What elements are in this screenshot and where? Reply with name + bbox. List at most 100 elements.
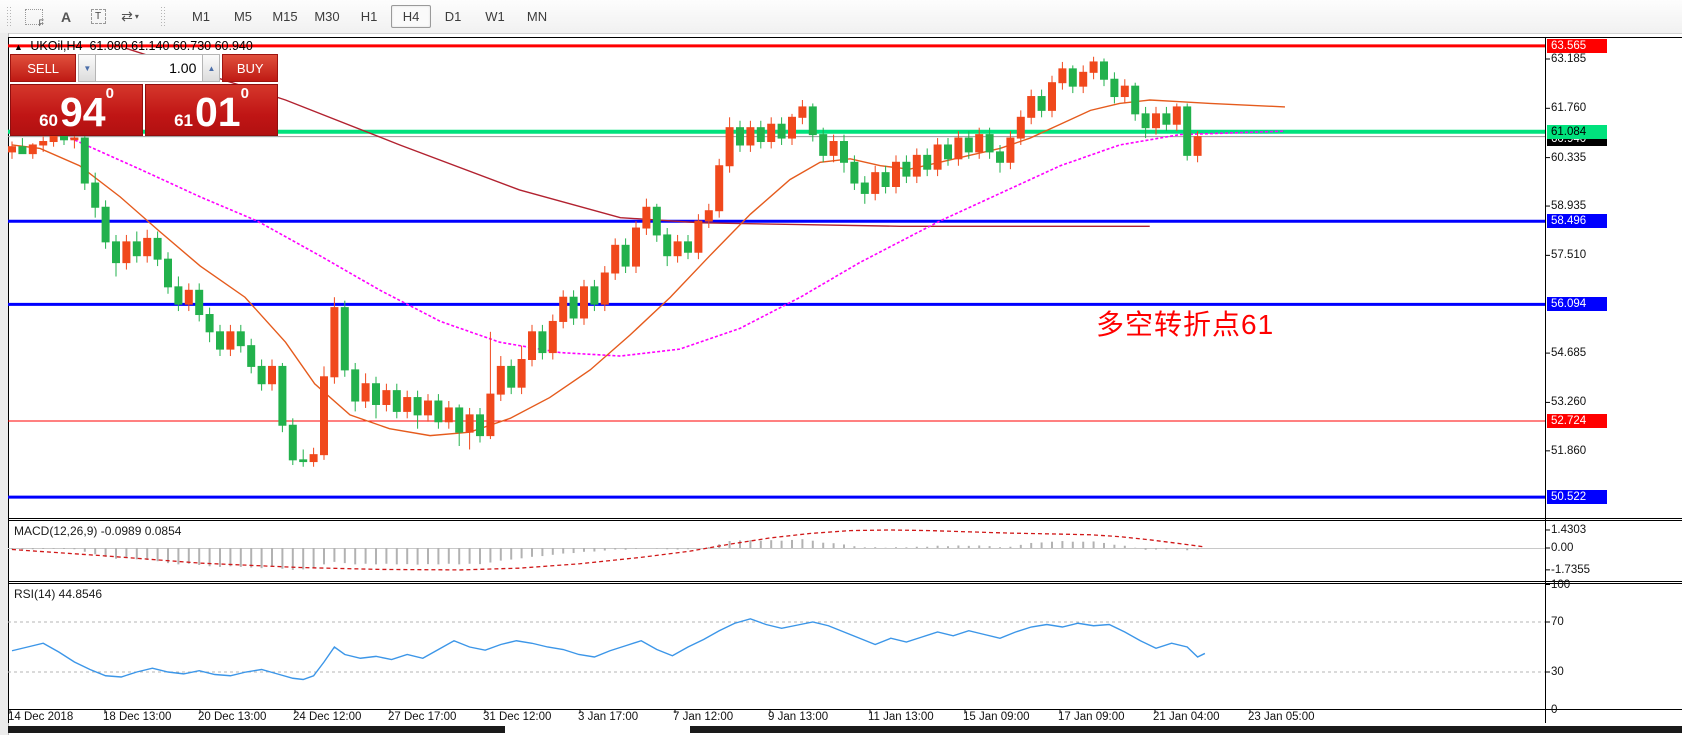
- candle-body: [954, 137, 963, 160]
- candle-body: [174, 286, 183, 305]
- buy-button[interactable]: BUY: [222, 54, 279, 82]
- toolbar-drag-handle-2[interactable]: [160, 5, 166, 28]
- candle-body: [28, 144, 37, 155]
- candle-body: [1048, 82, 1056, 111]
- horizontal-scrollbar-right[interactable]: [690, 726, 1682, 733]
- candle-body: [330, 307, 339, 378]
- candle-body: [1006, 137, 1015, 163]
- price-tick-label: 57.510: [1551, 249, 1587, 262]
- candle-body: [528, 331, 536, 361]
- timeframe-button-m5[interactable]: M5: [233, 9, 253, 24]
- buy-price-panel[interactable]: 61 01 0: [145, 84, 278, 136]
- candle-body: [70, 137, 79, 141]
- timeframe-button-m1[interactable]: M1: [191, 9, 211, 24]
- candle-body: [715, 165, 724, 212]
- candle-body: [101, 206, 110, 243]
- candle-body: [840, 141, 848, 163]
- candle-body: [798, 106, 807, 118]
- indicator-grid-icon[interactable]: F: [21, 5, 47, 29]
- level-label-63.565: 63.565: [1547, 38, 1607, 53]
- candle-body: [1152, 113, 1160, 129]
- time-axis-label: 9 Jan 13:00: [768, 711, 829, 723]
- candle-body: [746, 127, 755, 146]
- arrows-icon: ⇄: [121, 8, 133, 24]
- candle-body: [195, 289, 204, 316]
- candle-body: [902, 161, 911, 177]
- candle-body: [892, 161, 900, 188]
- candle-body: [80, 137, 89, 184]
- candle-body: [1141, 113, 1150, 129]
- candle-body: [933, 144, 942, 170]
- timeframe-button-h4[interactable]: H4: [391, 5, 431, 28]
- chart-ohlc-values: 61.080 61.140 60.730 60.940: [89, 39, 253, 53]
- toolbar-drag-handle[interactable]: [6, 5, 12, 28]
- price-tick-label: 63.185: [1551, 53, 1587, 65]
- timeframe-button-m30[interactable]: M30: [314, 9, 340, 24]
- time-axis-label: 21 Jan 04:00: [1153, 711, 1220, 723]
- candle-body: [611, 244, 620, 274]
- timeframe-button-h1[interactable]: H1: [360, 9, 378, 24]
- candle-body: [382, 390, 391, 405]
- volume-decrease-button[interactable]: ▼: [78, 54, 97, 82]
- timeframe-button-w1[interactable]: W1: [485, 9, 505, 24]
- time-axis-label: 14 Dec 2018: [8, 711, 74, 723]
- timeframe-button-mn[interactable]: MN: [526, 9, 548, 24]
- candle-body: [132, 241, 141, 257]
- candle-body: [1058, 68, 1067, 84]
- rsi-axis-label: 70: [1551, 616, 1564, 628]
- sell-price-panel[interactable]: 60 94 0: [10, 84, 143, 136]
- candle-body: [361, 383, 370, 402]
- candle-body: [1110, 78, 1119, 98]
- time-axis-label: 27 Dec 17:00: [388, 711, 457, 723]
- candle-body: [569, 296, 578, 319]
- price-tick-label: 60.335: [1551, 151, 1587, 164]
- level-label-58.496: 58.496: [1547, 214, 1607, 229]
- candle-body: [871, 172, 880, 194]
- macd-axis-label: 1.4303: [1551, 523, 1587, 536]
- time-axis-label: 24 Dec 12:00: [293, 711, 362, 723]
- chart-annotation: 多空转折点61: [1096, 309, 1275, 340]
- candle-body: [299, 459, 308, 463]
- volume-input[interactable]: [96, 54, 203, 82]
- candle-body: [216, 331, 224, 350]
- timeframe-button-d1[interactable]: D1: [444, 9, 462, 24]
- level-label-52.724: 52.724: [1547, 413, 1607, 428]
- candle-body: [642, 206, 651, 229]
- macd-signal-line: [11, 529, 1205, 571]
- level-label-50.522: 50.522: [1547, 490, 1607, 505]
- candle-body: [455, 407, 464, 433]
- candle-body: [496, 365, 505, 395]
- text-label-icon[interactable]: A: [60, 8, 72, 25]
- candle-body: [1089, 61, 1098, 73]
- time-axis-label: 7 Jan 12:00: [673, 711, 734, 723]
- text-box-icon[interactable]: T: [85, 5, 111, 29]
- level-label-56.094: 56.094: [1547, 297, 1607, 312]
- candle-body: [268, 365, 276, 385]
- candle-body: [413, 397, 422, 416]
- candle-body: [580, 286, 588, 319]
- candle-body: [257, 365, 266, 385]
- candle-body: [247, 345, 256, 367]
- candle-body: [684, 241, 692, 253]
- time-axis-label: 18 Dec 13:00: [103, 711, 172, 723]
- candle-body: [434, 400, 443, 423]
- candle-body: [1100, 61, 1108, 80]
- candle-body: [351, 369, 360, 402]
- sell-button[interactable]: SELL: [10, 54, 77, 82]
- candle-body: [985, 134, 994, 153]
- time-axis-label: 20 Dec 13:00: [198, 711, 267, 723]
- timeframe-button-m15[interactable]: M15: [272, 9, 298, 24]
- candle-body: [944, 144, 952, 160]
- candle-body: [777, 123, 786, 139]
- candle-body: [392, 390, 401, 412]
- candle-body: [964, 137, 973, 153]
- buy-price-sup: 0: [240, 85, 249, 102]
- horizontal-scrollbar-left[interactable]: [8, 726, 505, 733]
- volume-increase-button[interactable]: ▲: [202, 54, 221, 82]
- ma-mid-line: [69, 130, 1285, 357]
- arrows-dropdown-icon[interactable]: ⇄ ▾: [117, 5, 143, 29]
- buy-price-big: 01: [194, 89, 241, 135]
- candle-body: [559, 296, 568, 322]
- candle-body: [996, 151, 1004, 163]
